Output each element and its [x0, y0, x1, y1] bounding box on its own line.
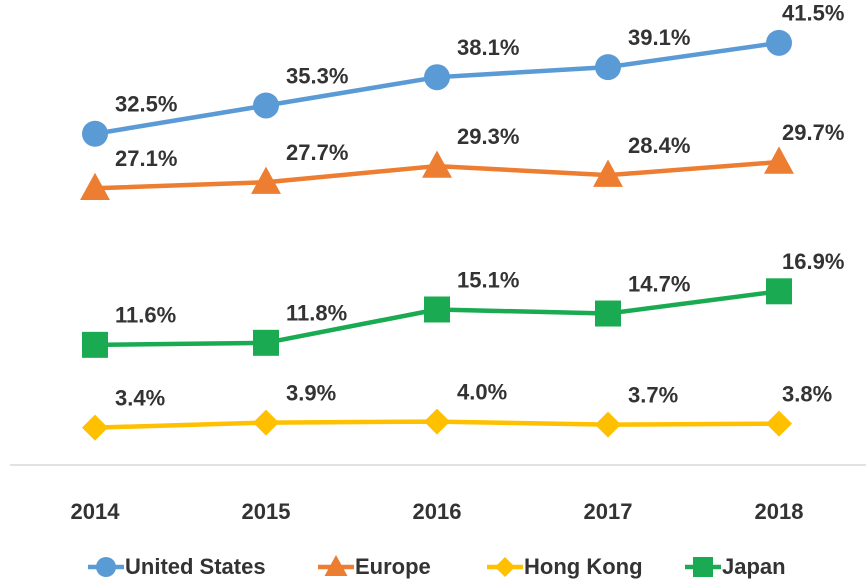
- marker: [424, 408, 450, 435]
- data-label: 29.3%: [457, 124, 519, 149]
- data-label: 3.4%: [115, 385, 165, 410]
- data-label: 35.3%: [286, 63, 348, 88]
- marker: [766, 29, 792, 56]
- data-label: 16.9%: [782, 249, 844, 274]
- marker: [80, 172, 110, 200]
- x-tick-label: 2018: [755, 499, 804, 524]
- legend-label: United States: [125, 554, 266, 579]
- legend-marker: [96, 557, 116, 577]
- x-tick-label: 2015: [242, 499, 291, 524]
- data-label: 11.6%: [115, 303, 176, 328]
- data-label: 27.7%: [286, 140, 348, 165]
- marker: [766, 278, 792, 305]
- legend-label: Hong Kong: [524, 554, 643, 579]
- legend-marker: [693, 557, 713, 577]
- legend-marker: [495, 557, 515, 577]
- marker: [82, 331, 108, 358]
- data-label: 28.4%: [628, 133, 690, 158]
- data-label: 4.0%: [457, 379, 507, 404]
- data-label: 11.8%: [286, 301, 347, 326]
- data-label: 3.9%: [286, 380, 336, 405]
- legend-label: Japan: [722, 554, 786, 579]
- data-label: 39.1%: [628, 25, 690, 50]
- x-tick-label: 2016: [413, 499, 462, 524]
- x-tick-label: 2017: [584, 499, 633, 524]
- marker: [251, 166, 281, 194]
- data-label: 41.5%: [782, 1, 844, 26]
- marker: [82, 120, 108, 147]
- marker: [82, 414, 108, 441]
- legend-marker: [324, 555, 348, 576]
- marker: [595, 54, 621, 81]
- legend-label: Europe: [355, 554, 431, 579]
- data-label: 3.8%: [782, 381, 832, 406]
- marker: [253, 329, 279, 356]
- data-label: 14.7%: [628, 271, 690, 296]
- marker: [424, 64, 450, 91]
- marker: [593, 159, 623, 187]
- marker: [424, 296, 450, 323]
- x-tick-label: 2014: [71, 499, 121, 524]
- data-label: 29.7%: [782, 120, 844, 145]
- data-label: 3.7%: [628, 382, 678, 407]
- marker: [253, 92, 279, 119]
- data-label: 32.5%: [115, 92, 177, 117]
- marker: [595, 411, 621, 438]
- marker: [764, 146, 794, 174]
- marker: [253, 409, 279, 436]
- marker: [422, 150, 452, 178]
- data-label: 15.1%: [457, 267, 519, 292]
- data-label: 38.1%: [457, 35, 519, 60]
- marker: [766, 410, 792, 437]
- marker: [595, 300, 621, 327]
- data-label: 27.1%: [115, 146, 177, 171]
